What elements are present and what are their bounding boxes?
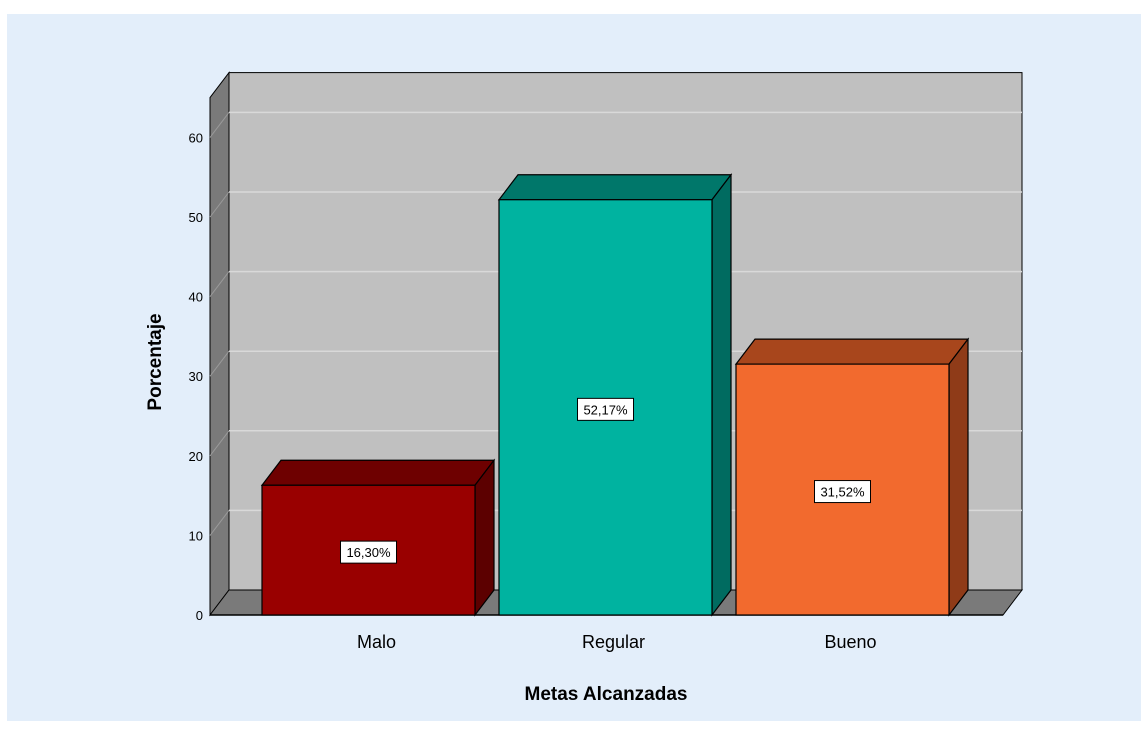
bar-side <box>949 339 968 615</box>
bar-top <box>499 175 731 200</box>
bar-bueno: 31,52% <box>736 339 968 615</box>
y-tick-label: 50 <box>189 210 203 225</box>
y-tick-label: 30 <box>189 369 203 384</box>
y-tick-label: 20 <box>189 449 203 464</box>
bar-malo: 16,30% <box>262 460 494 615</box>
y-axis-title: Porcentaje <box>145 313 166 410</box>
y-tick-label: 60 <box>189 130 203 145</box>
y-tick-label: 40 <box>189 290 203 305</box>
data-label: 52,17% <box>583 402 628 417</box>
data-label: 31,52% <box>820 485 865 500</box>
y-tick-labels: 0 10 20 30 40 50 60 <box>189 130 203 623</box>
bar-regular: 52,17% <box>499 175 731 615</box>
y-tick-label: 0 <box>196 608 203 623</box>
x-tick-labels: Malo Regular Bueno <box>357 632 877 652</box>
left-wall <box>210 73 229 615</box>
x-tick-label: Bueno <box>824 632 876 652</box>
data-label: 16,30% <box>346 545 391 560</box>
bar-side <box>475 460 494 615</box>
y-tick-label: 10 <box>189 528 203 543</box>
bar-top <box>736 339 968 364</box>
bar-side <box>712 175 731 615</box>
x-tick-label: Malo <box>357 632 396 652</box>
bar-top <box>262 460 494 485</box>
x-axis-title: Metas Alcanzadas <box>525 684 688 705</box>
x-tick-label: Regular <box>582 632 645 652</box>
